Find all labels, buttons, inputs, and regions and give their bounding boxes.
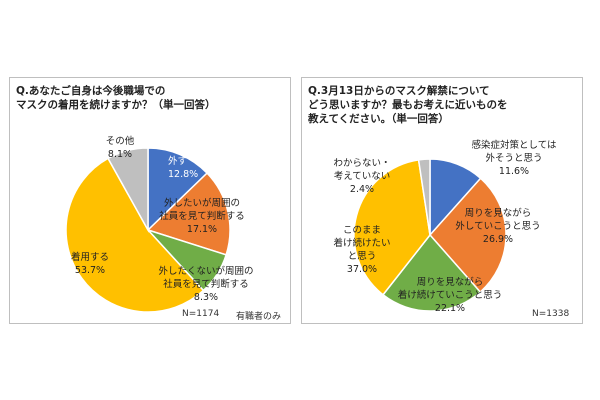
slice-label: 周りを見ながら着け続けていこうと思う 22.1% (398, 276, 503, 314)
slice-label: このまま着け続けたいと思う 37.0% (333, 225, 390, 275)
chart-title: Q.3月13日からのマスク解禁について どう思いますか？最もお考えに近いものを … (308, 85, 508, 125)
sample-size-note: N=1174 (182, 309, 220, 319)
slice-label: 外したくないが周囲の社員を見て判断する 8.3% (158, 265, 253, 303)
pie-slice (381, 233, 482, 312)
pie-slice (107, 147, 149, 233)
slice-label: 着用する 53.7% (71, 251, 109, 276)
slice-label: 周りを見ながら外していこうと思う 26.9% (455, 207, 540, 245)
slice-label: 外したいが周囲の社員を見て判断する 17.1% (159, 197, 245, 235)
slice-label: 外す 12.8% (168, 155, 198, 180)
pie-chart-right: 感染症対策としては外そうと思う 11.6% 周りを見ながら外していこうと思う 26.9… (333, 139, 557, 314)
slice-label: その他 8.1% (106, 135, 135, 160)
sample-size-note: N=1338 (532, 309, 570, 319)
pie-slice (353, 159, 431, 296)
pie-slice (428, 177, 507, 294)
pie-slice (146, 172, 231, 256)
pie-chart-left: 外す 12.8% 外したいが周囲の社員を見て判断する 17.1% 外したくないが周囲の社… (65, 135, 254, 313)
respondent-note: 有職者のみ (236, 312, 282, 322)
pie-slice (417, 158, 431, 236)
pie-slice (65, 157, 205, 313)
slice-label: 感染症対策としては外そうと思う 11.6% (471, 139, 557, 177)
slice-label: わからない・考えていない 2.4% (333, 158, 390, 195)
chart-panel-left: Q.あなたご自身は今後職場での マスクの着用を続けますか？（単一回答） 外す 12… (9, 77, 291, 324)
pie-slice (147, 147, 209, 232)
chart-title: Q.あなたご自身は今後職場での マスクの着用を続けますか？（単一回答） (16, 85, 216, 111)
chart-panel-right: Q.3月13日からのマスク解禁について どう思いますか？最もお考えに近いものを … (301, 77, 583, 324)
